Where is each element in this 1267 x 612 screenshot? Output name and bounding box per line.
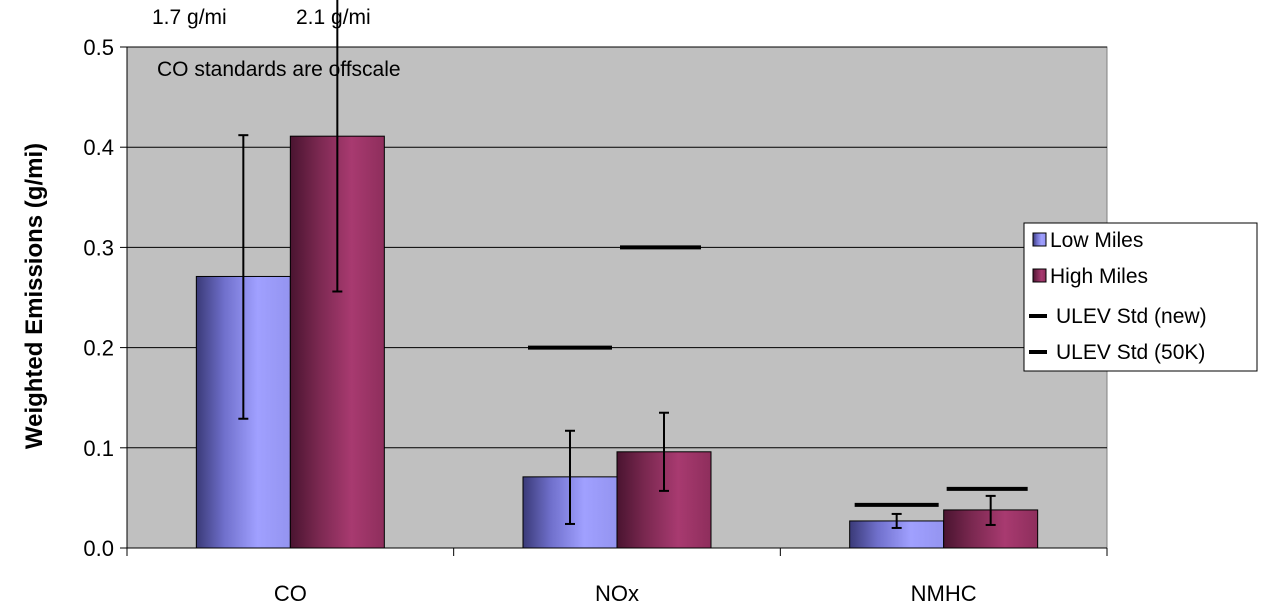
y-tick-label: 0.0: [83, 536, 114, 561]
legend-label-ulev-50k: ULEV Std (50K): [1056, 341, 1205, 364]
legend-label-low-miles: Low Miles: [1050, 229, 1143, 252]
standard-lines: [528, 245, 1028, 507]
co-std-new-label: 1.7 g/mi: [152, 6, 227, 29]
legend: Low Miles High Miles ULEV Std (new) ULEV…: [1023, 222, 1258, 372]
x-tick-label: CO: [274, 581, 307, 606]
y-tick-label: 0.5: [83, 35, 114, 60]
x-tick-labels: CO NOx NMHC: [274, 581, 977, 606]
y-tick-label: 0.1: [83, 436, 114, 461]
y-axis-title: Weighted Emissions (g/mi): [21, 143, 48, 449]
x-tick-label: NMHC: [911, 581, 977, 606]
y-tick-labels: 0.0 0.1 0.2 0.3 0.4 0.5: [83, 35, 114, 561]
co-std-50k-label: 2.1 g/mi: [296, 6, 371, 29]
y-tick-label: 0.2: [83, 336, 114, 361]
error-bars: [238, 0, 996, 529]
legend-label-high-miles: High Miles: [1050, 265, 1148, 288]
legend-box: [1023, 222, 1258, 372]
legend-swatch-high-miles: [1032, 268, 1047, 283]
y-tick-label: 0.4: [83, 135, 114, 160]
legend-label-ulev-new: ULEV Std (new): [1056, 305, 1207, 328]
offscale-note: CO standards are offscale: [157, 58, 401, 81]
axes: [120, 46, 1108, 556]
legend-swatch-low-miles: [1032, 232, 1047, 247]
y-tick-label: 0.3: [83, 235, 114, 260]
bars: [195, 135, 1039, 549]
x-tick-label: NOx: [595, 581, 639, 606]
